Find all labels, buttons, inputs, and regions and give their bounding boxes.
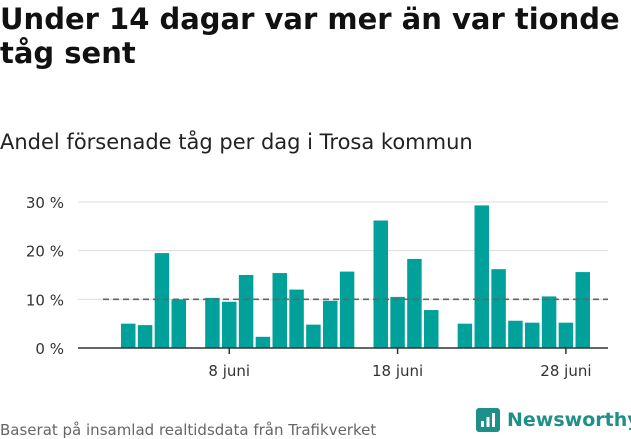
bar — [474, 205, 489, 348]
bar — [407, 258, 422, 348]
bar — [272, 273, 287, 348]
bar — [306, 324, 321, 348]
headline: Under 14 dagar var mer än var tionde tåg… — [0, 2, 620, 70]
bar — [457, 323, 473, 348]
bar — [525, 322, 540, 348]
brand-logo: Newsworthy — [476, 408, 631, 432]
x-tick-label: 18 juni — [372, 362, 423, 380]
bar — [154, 253, 170, 348]
newsworthy-icon — [476, 408, 500, 432]
bar — [508, 320, 523, 348]
bar — [491, 269, 506, 348]
y-tick-label: 30 % — [26, 194, 64, 212]
y-tick-label: 0 % — [35, 340, 64, 358]
bar — [558, 322, 574, 348]
bar — [222, 301, 237, 348]
bar — [575, 272, 590, 348]
bar — [541, 296, 557, 348]
bar — [373, 220, 388, 348]
source-note: Baserat på insamlad realtidsdata från Tr… — [0, 421, 377, 439]
x-tick-label: 28 juni — [540, 362, 591, 380]
chart-subtitle: Andel försenade tåg per dag i Trosa komm… — [0, 130, 473, 154]
brand-name: Newsworthy — [507, 409, 631, 431]
y-tick-label: 20 % — [26, 243, 64, 261]
bar — [339, 271, 355, 348]
bar — [289, 289, 304, 348]
bar — [238, 275, 254, 348]
bar — [171, 299, 186, 348]
bar — [121, 323, 136, 348]
bar — [255, 336, 271, 348]
bar — [137, 325, 153, 348]
bar — [205, 297, 220, 348]
x-tick-label: 8 juni — [208, 362, 250, 380]
y-tick-label: 10 % — [26, 291, 64, 309]
bar — [323, 300, 338, 348]
bar — [390, 296, 405, 348]
bar-chart: 0 % 10 % 20 % 30 % 8 juni 18 juni 28 juni — [26, 194, 608, 380]
bar — [424, 310, 439, 348]
